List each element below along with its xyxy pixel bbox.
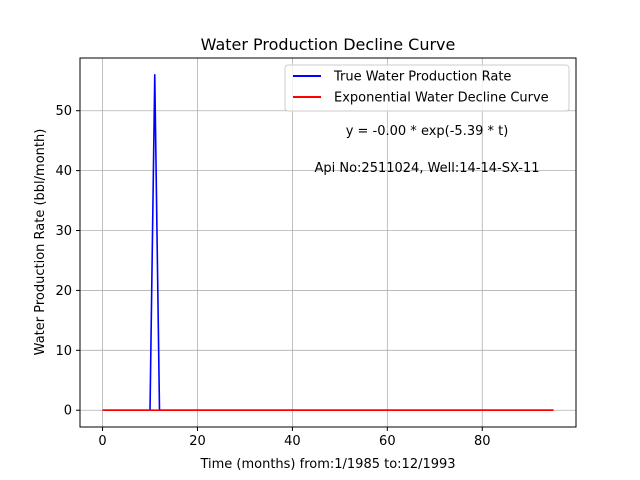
equation-annotation: y = -0.00 * exp(-5.39 * t) — [346, 124, 509, 139]
y-axis-label: Water Production Rate (bbl/month) — [33, 129, 48, 356]
y-tick-label: 10 — [55, 344, 72, 359]
well-annotation: Api No:2511024, Well:14-14-SX-11 — [314, 161, 539, 176]
y-tick-label: 30 — [55, 224, 72, 239]
x-axis-label: Time (months) from:1/1985 to:12/1993 — [199, 457, 455, 472]
axis-ticks: 0 20 40 60 80 0 10 20 30 40 50 — [55, 104, 490, 449]
x-tick-label: 80 — [474, 434, 491, 449]
legend-label-true-rate: True Water Production Rate — [333, 70, 511, 85]
plot-series — [102, 73, 554, 412]
y-tick-label: 50 — [55, 104, 72, 119]
x-tick-label: 40 — [284, 434, 301, 449]
legend-label-exponential-curve: Exponential Water Decline Curve — [334, 91, 549, 106]
y-tick-label: 40 — [55, 164, 72, 179]
y-tick-label: 0 — [64, 404, 72, 419]
axes-frame — [79, 57, 577, 428]
legend: True Water Production Rate Exponential W… — [284, 64, 570, 112]
legend-box — [284, 64, 570, 112]
x-tick-label: 60 — [379, 434, 396, 449]
x-tick-label: 20 — [189, 434, 206, 449]
chart-title: Water Production Decline Curve — [201, 35, 456, 54]
y-tick-label: 20 — [55, 284, 72, 299]
x-tick-label: 0 — [98, 434, 106, 449]
